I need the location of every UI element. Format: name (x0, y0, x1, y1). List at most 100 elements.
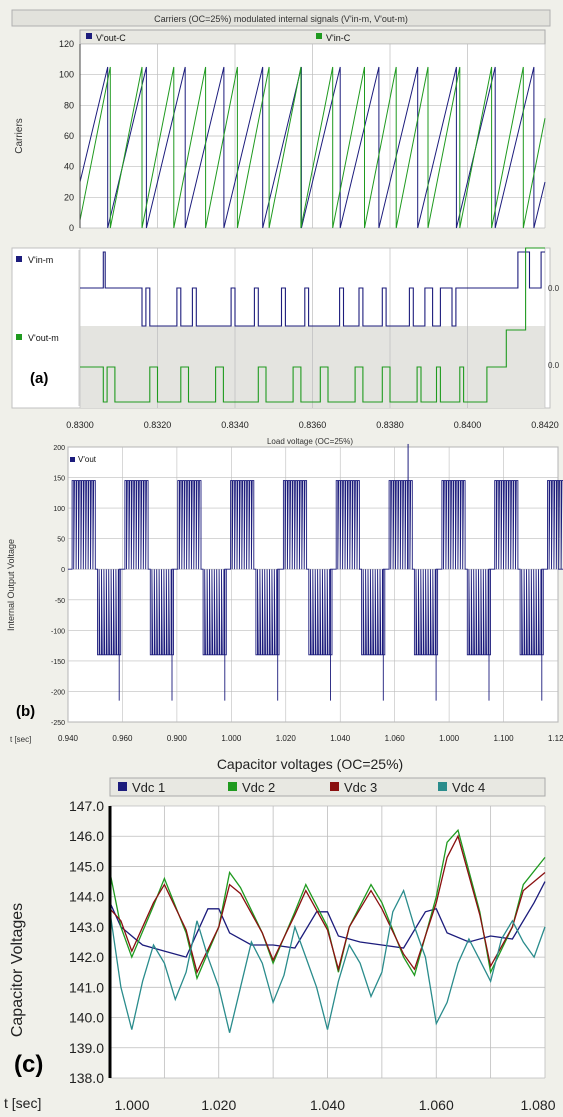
y-tick-label: 100 (53, 506, 65, 513)
x-tick-label: 1.040 (330, 734, 351, 743)
series-line-0 (79, 66, 546, 229)
y-tick-label: 60 (64, 131, 74, 141)
capacitor-grid (109, 805, 546, 1079)
legend-label-vin-c[interactable]: V'in-C (326, 33, 351, 43)
modulated-right-label-1: 0.0 (548, 284, 560, 293)
x-tick-label: 1.040 (310, 1097, 345, 1113)
legend-label-vout-c[interactable]: V'out-C (96, 33, 126, 43)
x-tick-label: 1.020 (276, 734, 297, 743)
y-tick-label: -250 (51, 720, 65, 727)
x-tick-label: 1.000 (114, 1097, 149, 1113)
y-tick-label: 200 (53, 445, 65, 452)
panel-label-c: (c) (14, 1051, 43, 1078)
y-tick-label: 120 (59, 39, 74, 49)
series-line-2 (109, 834, 546, 975)
x-tick-label: 0.8380 (376, 420, 404, 430)
load-x-label: t [sec] (10, 735, 31, 744)
y-tick-label: 141.0 (69, 979, 104, 995)
legend-swatch-3 (438, 782, 447, 791)
capacitor-panel: Capacitor voltages (OC=25%) Vdc 1 Vdc 2 Vd… (0, 750, 563, 1117)
y-tick-label: 0 (61, 567, 65, 574)
panel-label-b: (b) (16, 703, 35, 720)
y-tick-label: 147.0 (69, 798, 104, 814)
legend-swatch-vout (70, 457, 75, 462)
legend-swatch-vin-m (16, 256, 22, 262)
capacitor-x-ticks: 1.000 1.020 1.040 1.060 1.080 (114, 1097, 555, 1113)
y-tick-label: 50 (57, 537, 65, 544)
modulated-x-ticks: 0.8300 0.8320 0.8340 0.8360 0.8380 0.8400 0.84… (66, 420, 559, 430)
x-tick-label: 1.020 (201, 1097, 236, 1113)
capacitor-legend[interactable] (109, 777, 546, 797)
x-tick-label: 1.080 (520, 1097, 555, 1113)
modulated-series (78, 247, 545, 406)
y-tick-label: 143.0 (69, 919, 104, 935)
capacitor-y-label: Capacitor Voltages (9, 903, 26, 1037)
y-tick-label: 144.0 (69, 889, 104, 905)
y-tick-label: 100 (59, 70, 74, 80)
series-line-1 (80, 247, 545, 403)
carriers-y-label: Carriers (14, 118, 25, 154)
x-tick-label: 1.120 (548, 734, 563, 743)
modulated-right-label-2: 0.0 (548, 361, 560, 370)
y-tick-label: 40 (64, 162, 74, 172)
carriers-title: Carriers (OC=25%) modulated internal sig… (154, 14, 408, 24)
legend-swatch-vout-c (86, 33, 92, 39)
x-tick-label: 0.8360 (299, 420, 327, 430)
legend-label-vout-m[interactable]: V'out-m (28, 333, 59, 343)
y-tick-label: 80 (64, 100, 74, 110)
carriers-legend[interactable] (79, 29, 546, 45)
capacitor-y-ticks: 138.0 139.0 140.0 141.0 142.0 143.0 144.0 145.0… (69, 798, 104, 1086)
y-tick-label: 150 (53, 476, 65, 483)
capacitor-series (109, 828, 546, 1033)
carriers-y-ticks: 0 20 40 60 80 100 120 (59, 39, 74, 233)
legend-swatch-2 (330, 782, 339, 791)
y-tick-label: 0 (69, 223, 74, 233)
y-tick-label: 20 (64, 192, 74, 202)
legend-swatch-0 (118, 782, 127, 791)
y-tick-label: -100 (51, 628, 65, 635)
y-tick-label: 139.0 (69, 1040, 104, 1056)
x-tick-label: 0.960 (112, 734, 133, 743)
x-tick-label: 0.940 (58, 734, 79, 743)
legend-label-1[interactable]: Vdc 2 (242, 780, 275, 795)
modulated-panel: V'in-m V'out-m 0.0 0.0 (a) 0.8300 0.8320 0… (11, 247, 560, 430)
series-line-0 (68, 480, 563, 701)
legend-label-vout[interactable]: V'out (78, 455, 97, 464)
legend-label-3[interactable]: Vdc 4 (452, 780, 485, 795)
y-tick-label: -150 (51, 659, 65, 666)
series-line-0 (80, 251, 545, 327)
y-tick-label: 146.0 (69, 828, 104, 844)
legend-label-0[interactable]: Vdc 1 (132, 780, 165, 795)
load-y-label: Internal Output Voltage (6, 539, 16, 631)
x-tick-label: 0.8420 (531, 420, 559, 430)
x-tick-label: 0.8340 (221, 420, 249, 430)
x-tick-label: 1.100 (494, 734, 515, 743)
capacitor-x-label: t [sec] (4, 1095, 41, 1111)
carriers-grid (79, 43, 546, 229)
x-tick-label: 0.8400 (454, 420, 482, 430)
load-voltage-panel: Load voltage (OC=25%) V'out -250 -200 -150… (0, 432, 563, 750)
capacitor-legend-items: Vdc 1 Vdc 2 Vdc 3 Vdc 4 (118, 780, 485, 795)
x-tick-label: 0.900 (167, 734, 188, 743)
legend-label-2[interactable]: Vdc 3 (344, 780, 377, 795)
carriers-title-bar (11, 9, 551, 27)
panel-label-a: (a) (30, 370, 48, 387)
legend-label-vin-m[interactable]: V'in-m (28, 255, 53, 265)
x-tick-label: 0.8300 (66, 420, 94, 430)
carriers-series (79, 66, 546, 229)
x-tick-label: 0.8320 (144, 420, 172, 430)
x-tick-label: 1.000 (221, 734, 242, 743)
legend-swatch-vin-c (316, 33, 322, 39)
y-tick-label: 140.0 (69, 1010, 104, 1026)
capacitor-title: Capacitor voltages (OC=25%) (217, 756, 403, 772)
y-tick-label: 142.0 (69, 949, 104, 965)
modulated-grid (79, 248, 546, 408)
legend-swatch-vout-m (16, 334, 22, 340)
load-y-ticks: -250 -200 -150 -100 -50 0 50 100 150 200 (51, 445, 65, 727)
series-line-3 (109, 888, 546, 1033)
series-line-0 (109, 881, 546, 958)
load-title: Load voltage (OC=25%) (267, 437, 353, 446)
y-tick-label: -200 (51, 689, 65, 696)
x-tick-label: 1.060 (385, 734, 406, 743)
